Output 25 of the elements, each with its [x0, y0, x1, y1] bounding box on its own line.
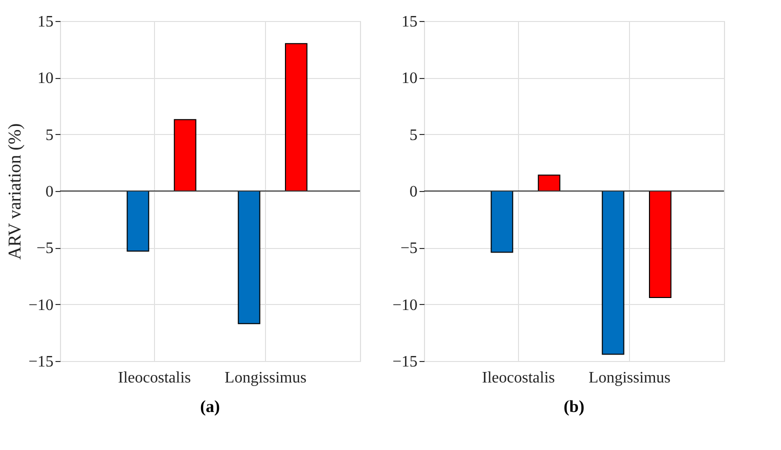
text: (b)	[564, 397, 584, 416]
text: (a)	[200, 397, 220, 416]
y-tick-label: 0	[46, 184, 54, 200]
y-axis-title: ARV variation (%)	[4, 123, 24, 260]
bar	[284, 43, 308, 192]
y-tick-label: −10	[392, 296, 418, 314]
y-tick-label: −10	[28, 296, 54, 314]
y-tick-label: 10	[402, 70, 418, 88]
y-tick-label: 15	[402, 14, 418, 30]
bar	[126, 190, 150, 252]
y-tick-label: 10	[38, 70, 54, 88]
y-tick-label: 15	[38, 14, 54, 30]
y-tick-label: 5	[46, 126, 54, 144]
x-tick-label: Longissimus	[224, 370, 306, 386]
y-tick-label: −5	[36, 240, 54, 258]
y-tick-label: −5	[400, 240, 418, 258]
bar	[238, 190, 260, 324]
x-tick-label: Ileocostalis	[482, 370, 555, 386]
bar	[174, 119, 196, 192]
y-tick-label: 5	[410, 126, 418, 144]
y-tick-label: −15	[392, 354, 418, 370]
x-tick-label: Ileocostalis	[118, 370, 191, 386]
y-tick-label: −15	[28, 354, 54, 370]
x-tick-label: Longissimus	[588, 370, 670, 386]
y-tick-label: 0	[410, 184, 418, 200]
